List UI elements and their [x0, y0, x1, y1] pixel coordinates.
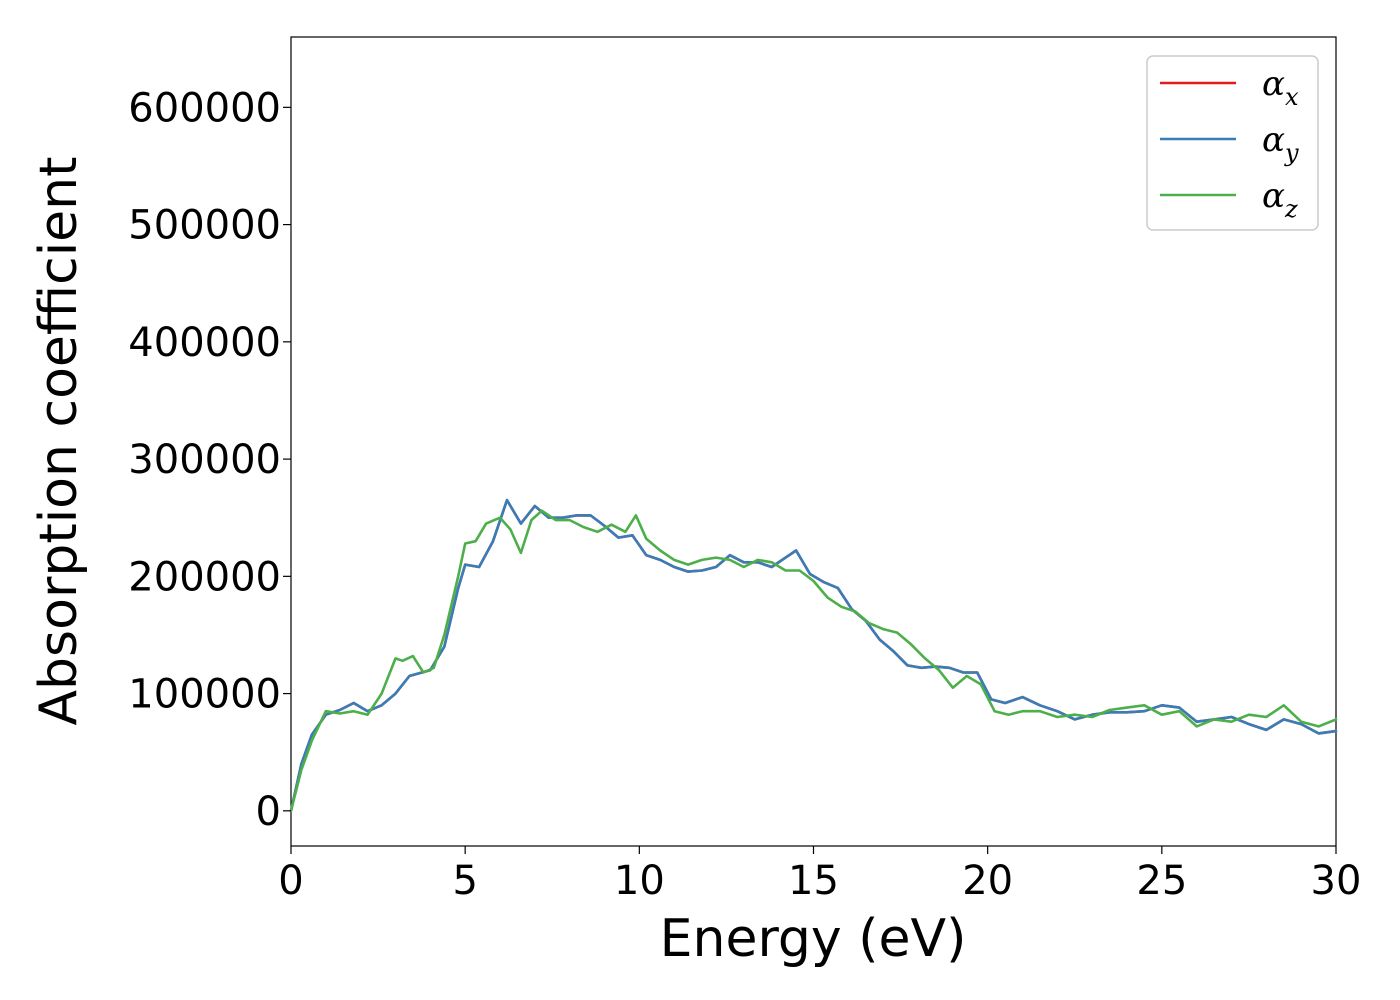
y-axis-title: Absorption coefficient — [29, 156, 89, 725]
y-tick-label: 300000 — [128, 437, 281, 483]
x-tick-label: 0 — [278, 858, 303, 904]
y-tick-label: 500000 — [128, 203, 281, 249]
x-tick-label: 20 — [962, 858, 1013, 904]
y-tick-label: 400000 — [128, 320, 281, 366]
x-tick-label: 15 — [788, 858, 839, 904]
series-line-y — [289, 498, 1338, 813]
y-tick-label: 100000 — [128, 672, 281, 718]
series-layer — [289, 498, 1338, 813]
x-tick-label: 25 — [1136, 858, 1187, 904]
x-axis-ticks: 0 5 10 15 20 25 30 — [278, 846, 1361, 904]
y-tick-label: 0 — [256, 789, 281, 835]
y-tick-label: 600000 — [128, 85, 281, 131]
x-tick-label: 5 — [452, 858, 477, 904]
series-line-z — [289, 509, 1338, 813]
x-axis-title: Energy (eV) — [660, 909, 967, 969]
y-tick-label: 200000 — [128, 554, 281, 600]
x-tick-label: 30 — [1311, 858, 1362, 904]
x-tick-label: 10 — [614, 858, 665, 904]
y-axis-ticks: 0 100000 200000 300000 400000 500000 600000 — [128, 85, 291, 835]
legend-frame — [1146, 55, 1319, 231]
